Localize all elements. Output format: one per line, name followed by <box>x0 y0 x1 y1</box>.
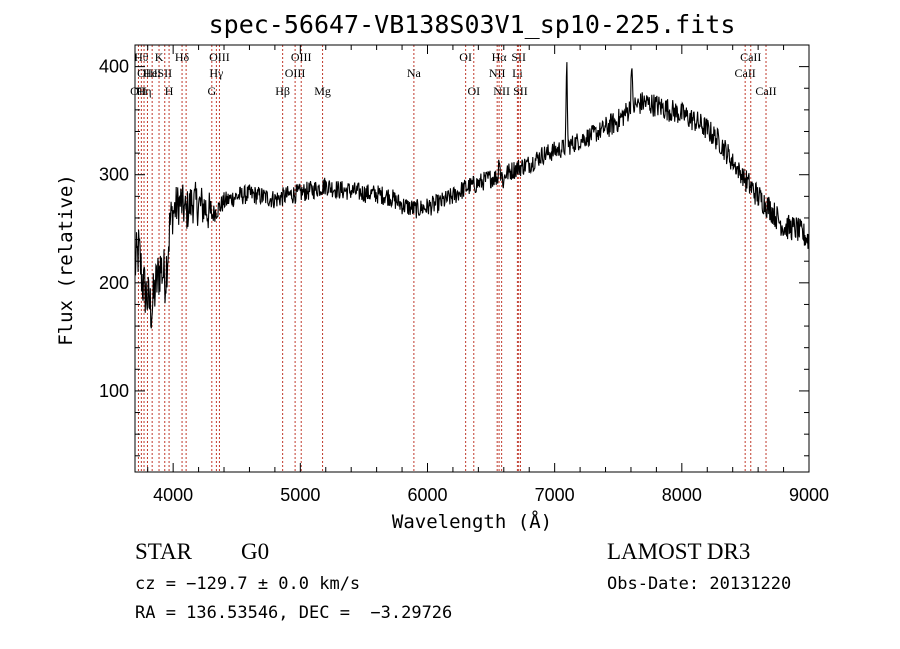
spectral-line-label: Hθ <box>134 50 149 64</box>
spectrum-chart: spec-56647-VB138S03V1_sp10-225.fits OIIH… <box>55 10 829 533</box>
spectrum-line <box>134 62 810 329</box>
spectral-line-label: CaII <box>740 50 761 64</box>
y-tick-label: 200 <box>99 273 129 293</box>
y-axis-label: Flux (relative) <box>55 174 77 346</box>
spectral-line-markers: OIIHθHηOIIIHeIKSIIHHδGHγOIIIHβOIIIOIIIMg… <box>130 45 777 472</box>
spectral-line-label: Na <box>407 66 422 80</box>
spectral-line-label: OII <box>130 84 147 98</box>
x-tick-label: 7000 <box>535 485 575 505</box>
spectral-line-label: OIII <box>291 50 312 64</box>
spectral-line-label: K <box>155 50 164 64</box>
spectral-line-label: SII <box>157 66 172 80</box>
spectral-line-label: G <box>207 84 216 98</box>
spectral-line-label: Hγ <box>209 66 224 80</box>
object-class: STAR <box>135 539 192 564</box>
spectral-line-label: H <box>165 84 174 98</box>
y-tick-label: 300 <box>99 165 129 185</box>
x-tick-label: 5000 <box>280 485 320 505</box>
spectral-line-label: Hα <box>492 50 508 64</box>
x-tick-label: 6000 <box>407 485 447 505</box>
chart-title: spec-56647-VB138S03V1_sp10-225.fits <box>209 10 736 39</box>
survey-label: LAMOST DR3 <box>607 539 751 564</box>
spectral-line-label: OI <box>459 50 472 64</box>
spectral-line-label: OIII <box>209 50 230 64</box>
spectral-line-label: Hη <box>137 84 152 98</box>
spectral-line-label: Hδ <box>175 50 190 64</box>
spectral-line-label: OI <box>467 84 480 98</box>
spectral-line-label: NII <box>493 84 510 98</box>
spectral-line-label: OIII <box>285 66 306 80</box>
spectral-line-label: HeI <box>143 66 161 80</box>
spectral-line-label: SII <box>511 50 526 64</box>
x-tick-label: 4000 <box>153 485 193 505</box>
coordinates-readout: RA = 136.53546, DEC = −3.29726 <box>135 603 453 623</box>
spectral-line-label: Hβ <box>275 84 290 98</box>
plot-frame <box>134 44 810 473</box>
y-tick-label: 100 <box>99 381 129 401</box>
observation-date: Obs-Date: 20131220 <box>607 574 792 594</box>
y-tick-label: 400 <box>99 57 129 77</box>
x-tick-label: 8000 <box>662 485 702 505</box>
spectrum-series <box>134 62 810 329</box>
x-axis-label: Wavelength (Å) <box>392 510 552 533</box>
spectral-line-label: Li <box>512 66 523 80</box>
spectral-line-label: CaII <box>755 84 776 98</box>
spectral-line-label: Mg <box>314 84 331 98</box>
spectral-line-label: NII <box>489 66 506 80</box>
spectral-line-label: SII <box>513 84 528 98</box>
object-subclass: G0 <box>241 539 270 564</box>
spectral-line-label: CaII <box>734 66 755 80</box>
redshift-readout: cz = −129.7 ± 0.0 km/s <box>135 574 361 594</box>
x-tick-label: 9000 <box>789 485 829 505</box>
axis-ticks: 4000 5000 6000 7000 8000 9000 100 200 300 400 <box>99 44 829 505</box>
